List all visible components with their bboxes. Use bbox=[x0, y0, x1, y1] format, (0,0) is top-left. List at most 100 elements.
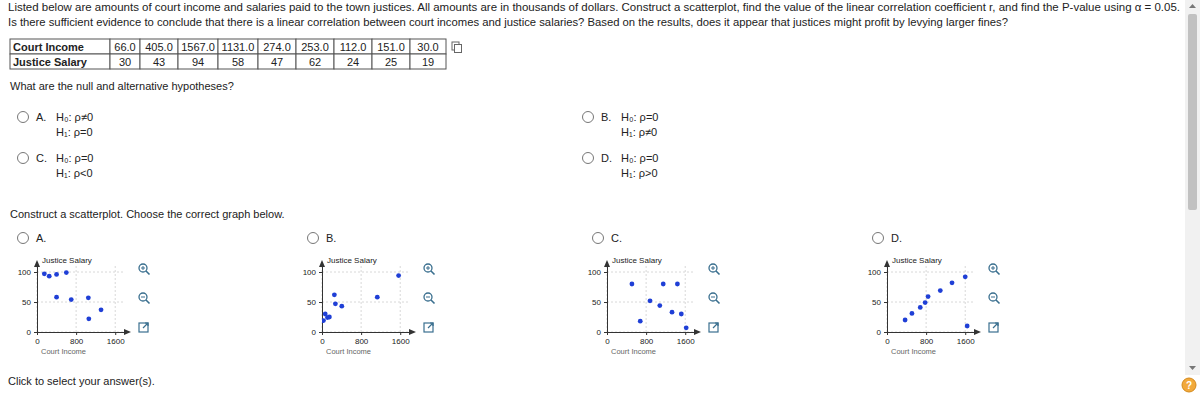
tick-label: 1600 bbox=[392, 337, 410, 346]
tick-label: 100 bbox=[868, 268, 882, 277]
hypothesis-option[interactable]: D.H₀: ρ=0H₁: ρ>0 bbox=[583, 152, 659, 179]
zoom-out-icon[interactable] bbox=[989, 293, 1000, 304]
popout-icon[interactable] bbox=[989, 323, 998, 332]
box bbox=[139, 323, 148, 332]
minus bbox=[991, 297, 995, 298]
point bbox=[630, 282, 635, 287]
zoom-in-icon[interactable] bbox=[709, 264, 720, 275]
tick: 0 bbox=[35, 332, 40, 346]
help-circle[interactable] bbox=[1182, 378, 1196, 392]
table-cell bbox=[178, 54, 218, 69]
zoom-out-icon[interactable] bbox=[139, 293, 150, 304]
point bbox=[963, 274, 968, 279]
scroll-thumb bbox=[1188, 14, 1197, 210]
tick: 800 bbox=[70, 332, 84, 346]
table-value: 405.0 bbox=[145, 41, 173, 53]
radio[interactable] bbox=[583, 153, 594, 164]
tick-label: 0 bbox=[35, 337, 40, 346]
points bbox=[630, 282, 689, 331]
tick-mark bbox=[884, 272, 887, 273]
grid-line bbox=[37, 272, 125, 273]
grid-line bbox=[646, 266, 647, 332]
grid bbox=[887, 266, 975, 332]
table-value: 1131.0 bbox=[222, 41, 255, 53]
tick-label: 1600 bbox=[677, 337, 695, 346]
option-letter: B. bbox=[601, 111, 611, 123]
tick: 100 bbox=[588, 268, 607, 277]
tick-label: 50 bbox=[872, 298, 881, 307]
popout-icon[interactable] bbox=[709, 323, 718, 332]
grid-line bbox=[607, 266, 608, 332]
popout-icon[interactable] bbox=[424, 323, 433, 332]
zoom-in-icon[interactable] bbox=[989, 264, 1000, 275]
radio[interactable] bbox=[873, 233, 884, 244]
table-cell bbox=[218, 54, 258, 69]
table-cell bbox=[258, 39, 296, 54]
point bbox=[69, 297, 74, 302]
grid-line bbox=[607, 332, 695, 333]
tick-mark bbox=[34, 302, 37, 303]
handle bbox=[146, 271, 150, 275]
graph-option[interactable]: A.08001600050100Justice SalaryCourt Inco… bbox=[18, 232, 150, 356]
point bbox=[86, 316, 91, 321]
zoom-out-icon[interactable] bbox=[424, 293, 435, 304]
table-cell bbox=[334, 39, 372, 54]
point bbox=[54, 272, 59, 277]
table-cell bbox=[218, 39, 258, 54]
radio[interactable] bbox=[583, 112, 594, 123]
tick: 100 bbox=[303, 268, 322, 277]
copy-icon[interactable] bbox=[452, 42, 462, 53]
hypothesis-option[interactable]: C.H₀: ρ=0H₁: ρ<0 bbox=[18, 152, 94, 179]
question-line: Listed below are amounts of court income… bbox=[8, 1, 1180, 13]
tick-mark bbox=[400, 332, 401, 335]
handle bbox=[716, 300, 720, 304]
radio[interactable] bbox=[593, 233, 604, 244]
point bbox=[679, 312, 684, 317]
point bbox=[926, 294, 931, 299]
point bbox=[675, 282, 680, 287]
y-axis: 050100 bbox=[868, 267, 888, 338]
graph-option[interactable]: B.08001600050100Justice SalaryCourt Inco… bbox=[303, 232, 435, 356]
box bbox=[989, 323, 998, 332]
tick-mark bbox=[604, 302, 607, 303]
y-axis: 050100 bbox=[18, 267, 38, 338]
axis-arrow bbox=[604, 260, 610, 267]
graph-option[interactable]: C.08001600050100Justice SalaryCourt Inco… bbox=[588, 232, 720, 356]
alternative-hypothesis: H₁: ρ=0 bbox=[56, 126, 93, 138]
zoom-in-icon[interactable] bbox=[139, 264, 150, 275]
popout-icon[interactable] bbox=[139, 323, 148, 332]
hypothesis-option[interactable]: B.H₀: ρ=0H₁: ρ≠0 bbox=[583, 111, 659, 138]
axis-line bbox=[38, 332, 126, 333]
lens bbox=[989, 293, 997, 301]
option-letter: C. bbox=[611, 232, 622, 244]
help-button[interactable]: ? bbox=[1182, 378, 1196, 392]
minus bbox=[141, 297, 145, 298]
y-axis-title: Justice Salary bbox=[612, 256, 662, 265]
radio[interactable] bbox=[18, 233, 29, 244]
point bbox=[661, 282, 666, 287]
point bbox=[918, 305, 923, 310]
points bbox=[322, 273, 401, 323]
radio[interactable] bbox=[308, 233, 319, 244]
tick: 0 bbox=[312, 328, 322, 337]
grid-line bbox=[76, 266, 77, 332]
tick: 50 bbox=[307, 298, 322, 307]
tick: 0 bbox=[597, 328, 607, 337]
radio[interactable] bbox=[18, 153, 29, 164]
graph-option[interactable]: D.08001600050100Justice SalaryCourt Inco… bbox=[868, 232, 1000, 356]
radio[interactable] bbox=[18, 112, 29, 123]
zoom-in-icon[interactable] bbox=[424, 264, 435, 275]
grid-line bbox=[926, 266, 927, 332]
point bbox=[910, 311, 915, 316]
handle bbox=[716, 271, 720, 275]
null-hypothesis: H₀: ρ=0 bbox=[621, 111, 658, 123]
point bbox=[327, 315, 332, 320]
x-axis: 08001600 bbox=[320, 332, 410, 346]
hypothesis-option[interactable]: A.H₀: ρ≠0H₁: ρ=0 bbox=[18, 111, 94, 138]
option-letter: D. bbox=[601, 152, 612, 164]
axis-arrow bbox=[974, 329, 981, 335]
zoom-out-icon[interactable] bbox=[709, 293, 720, 304]
axis-line bbox=[608, 332, 696, 333]
scrollbar[interactable] bbox=[1185, 0, 1200, 375]
table-header: Court Income bbox=[13, 41, 84, 53]
